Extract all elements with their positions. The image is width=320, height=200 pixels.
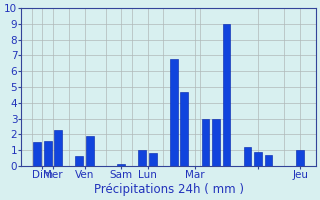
- Bar: [54, 130, 62, 166]
- Bar: [139, 150, 146, 166]
- Bar: [265, 155, 272, 166]
- Bar: [44, 141, 52, 166]
- Bar: [202, 119, 209, 166]
- Bar: [180, 92, 188, 166]
- Bar: [86, 136, 94, 166]
- Bar: [170, 59, 178, 166]
- Bar: [296, 150, 304, 166]
- Bar: [117, 164, 125, 166]
- Bar: [244, 147, 252, 166]
- X-axis label: Précipitations 24h ( mm ): Précipitations 24h ( mm ): [94, 183, 244, 196]
- Bar: [212, 119, 220, 166]
- Bar: [33, 142, 41, 166]
- Bar: [75, 156, 83, 166]
- Bar: [149, 153, 157, 166]
- Bar: [254, 152, 262, 166]
- Bar: [222, 24, 230, 166]
